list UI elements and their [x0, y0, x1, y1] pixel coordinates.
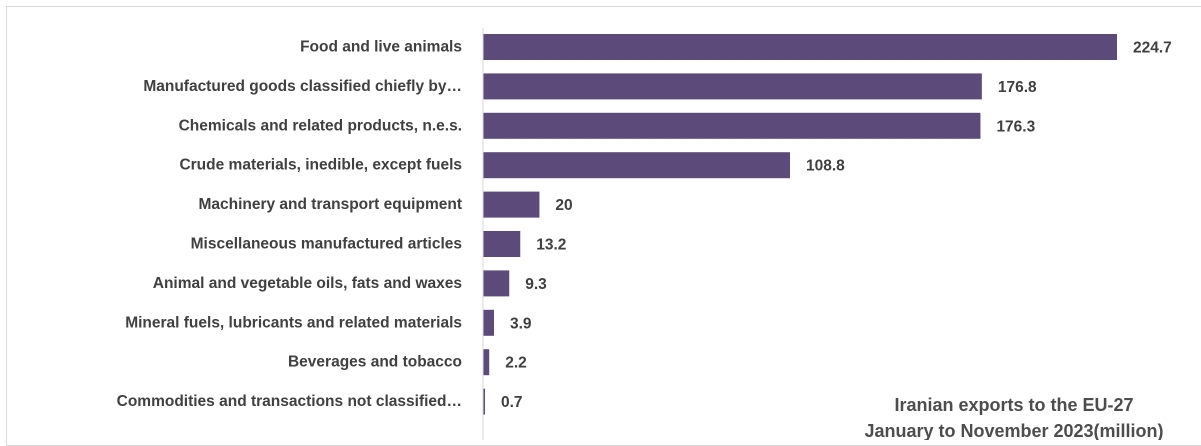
- value-label: 20: [555, 197, 572, 214]
- value-label: 0.7: [501, 394, 523, 411]
- category-label: Chemicals and related products, n.e.s.: [179, 117, 462, 134]
- category-label: Machinery and transport equipment: [198, 196, 462, 213]
- category-label: Miscellaneous manufactured articles: [191, 236, 462, 253]
- category-label: Crude materials, inedible, except fuels: [179, 157, 462, 174]
- chart-title: Iranian exports to the EU-27: [894, 395, 1133, 415]
- bar-beverages-and-tobacco: [483, 349, 490, 376]
- value-label: 13.2: [536, 237, 566, 254]
- chart-subtitle: January to November 2023(million): [864, 421, 1163, 440]
- value-label: 9.3: [525, 276, 547, 293]
- category-label: Mineral fuels, lubricants and related ma…: [125, 314, 462, 331]
- bars-layer: [483, 34, 1117, 415]
- bar-manufactured-goods-classified-chiefly-by: [483, 73, 982, 100]
- value-label: 2.2: [505, 355, 527, 372]
- bar-miscellaneous-manufactured-articles: [483, 231, 521, 257]
- bar-crude-materials-inedible-except-fuels: [483, 152, 790, 179]
- bar-food-and-live-animals: [483, 34, 1117, 60]
- category-labels: Food and live animals Manufactured goods …: [117, 39, 462, 411]
- value-label: 176.8: [998, 79, 1037, 96]
- value-label: 224.7: [1133, 40, 1172, 57]
- bar-animal-and-vegetable-oils-fats-and-waxes: [483, 270, 510, 297]
- category-label: Beverages and tobacco: [288, 354, 462, 371]
- category-label: Manufactured goods classified chiefly by…: [143, 78, 462, 95]
- bar-mineral-fuels-lubricants-and-related-materials: [483, 309, 495, 336]
- bar-machinery-and-transport-equipment: [483, 191, 540, 218]
- value-label: 108.8: [806, 158, 845, 175]
- category-label: Animal and vegetable oils, fats and waxe…: [153, 275, 462, 292]
- value-labels: 224.7 176.8 176.3 108.8 20 13.2 9.3 3.9 2.2 0.7: [501, 40, 1172, 412]
- category-label: Commodities and transactions not classif…: [117, 393, 462, 410]
- bar-chemicals-and-related-products-n-e-s: [483, 112, 981, 139]
- category-label: Food and live animals: [300, 39, 462, 56]
- bar-commodities-and-transactions-not-classified: [483, 388, 485, 415]
- value-label: 176.3: [996, 118, 1035, 135]
- value-label: 3.9: [510, 315, 532, 332]
